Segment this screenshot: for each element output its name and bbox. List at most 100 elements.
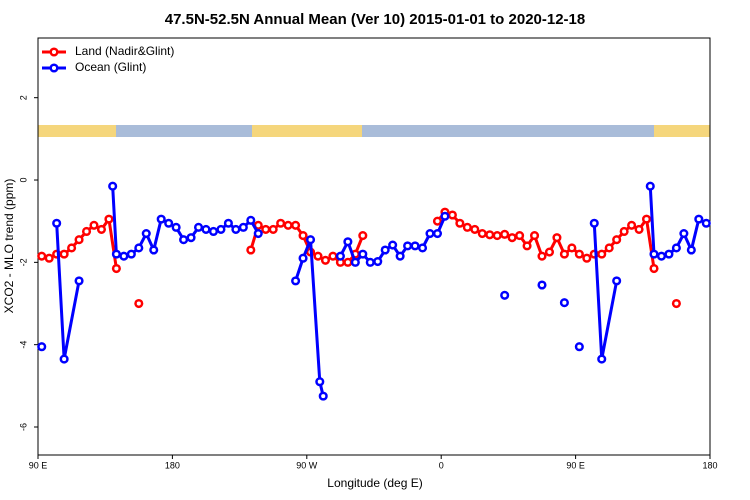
data-point [395,251,405,261]
data-point [574,342,584,352]
data-point [522,241,532,251]
data-point [253,228,263,239]
data-point [559,298,569,308]
data-point [649,249,659,259]
data-point [425,228,435,239]
data-point [108,181,118,191]
data-point [74,235,84,245]
data-point [238,222,248,232]
data-point [492,231,502,241]
data-point [291,220,301,230]
y-tick-label: 2 [18,95,28,100]
data-point [432,228,443,239]
data-point [649,263,659,274]
data-point [671,243,681,253]
data-point [276,218,286,228]
data-point [81,226,92,237]
data-point [410,241,420,251]
data-point [89,220,99,230]
chart-title: 47.5N-52.5N Annual Mean (Ver 10) 2015-01… [165,11,585,28]
y-tick-label: -6 [18,423,28,431]
data-point [208,226,219,237]
data-point [440,211,450,221]
data-point [52,218,62,228]
y-tick-label: -4 [18,341,28,349]
series-line [294,239,325,397]
data-point [470,224,480,234]
data-point [365,257,375,267]
data-point [59,249,69,259]
data-point [350,257,360,267]
data-point [627,220,637,230]
x-tick-label: 180 [702,460,717,470]
data-point [559,249,569,259]
data-point [171,222,181,232]
data-point [268,224,278,234]
data-point [179,235,189,245]
data-point [582,253,592,263]
data-point [104,214,114,224]
data-point [111,249,121,259]
plot-frame [37,37,711,456]
x-tick-label: 90 W [296,460,318,470]
data-point [507,233,517,243]
legend-label: Land (Nadir&Glint) [75,44,174,58]
data-point [604,243,614,253]
data-point [164,218,174,228]
data-point [291,276,301,286]
legend-label: Ocean (Glint) [75,60,146,74]
data-point [656,251,667,261]
data-point [315,377,325,387]
data-point [37,251,47,261]
data-point [59,354,69,364]
data-point [74,276,84,286]
data-point [380,245,390,255]
data-point [641,214,652,224]
x-tick-label: 90 E [566,460,585,470]
data-point [328,251,338,261]
data-point [318,391,328,401]
data-point [119,251,129,261]
data-point [358,231,368,241]
data-point [537,251,547,261]
series-line [111,186,260,258]
data-point [149,245,159,255]
data-point [686,245,696,255]
data-point [597,354,607,364]
data-point [126,249,136,259]
x-tick-label: 180 [165,460,180,470]
data-point [500,229,510,239]
data-point [193,222,204,232]
x-tick-label: 90 E [29,460,48,470]
data-point [44,253,54,263]
data-point [343,237,353,247]
data-point [664,249,674,259]
data-point [231,224,241,234]
data-point [403,241,413,251]
data-point [186,233,196,243]
data-point [37,342,47,352]
data-point [134,298,144,309]
data-point [335,251,345,261]
data-point [634,224,644,234]
data-point [417,243,428,253]
data-point [298,231,308,241]
data-point [358,249,368,259]
data-point [597,249,607,259]
legend-marker [49,47,59,57]
data-point [645,181,655,191]
data-point [96,224,107,234]
data-point [477,228,487,239]
data-point [261,224,271,234]
data-point [156,214,166,224]
y-tick-label: 0 [18,178,28,183]
data-point [455,218,465,228]
data-point [529,231,540,241]
data-point [305,235,316,245]
data-point [537,280,547,290]
data-point [373,256,383,267]
data-point [111,263,121,274]
data-point [694,214,704,224]
data-point [320,255,331,265]
